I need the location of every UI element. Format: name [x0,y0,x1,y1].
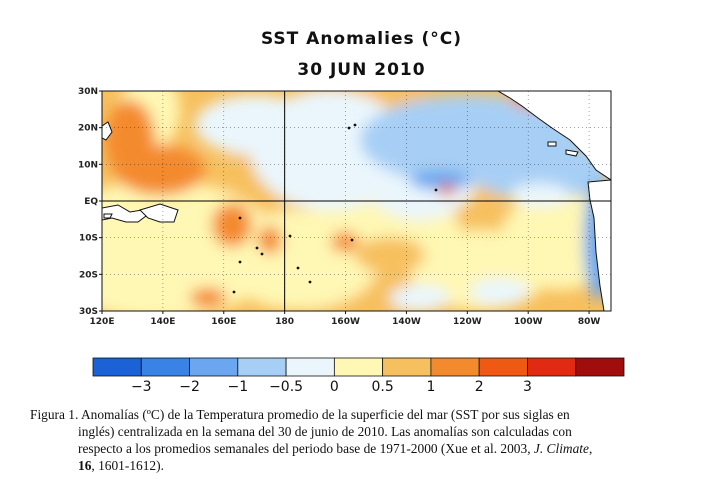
colorbar-label: 3 [523,379,532,395]
caption-line-4: 16, 1601-1612). [30,457,710,474]
colorbar-label: 0.5 [372,379,394,395]
island [288,234,292,238]
colorbar-segment [140,357,190,377]
colorbar-label: 1 [426,379,435,395]
map-date: 30 JUN 2010 [297,60,426,80]
island [308,280,312,284]
sst-anomaly-map: 30N 20N 10N EQ 10S 20S 30S 120E 140E 160E 180 160W… [78,87,625,395]
anomaly-region [195,95,315,155]
lon-label: 180 [275,317,294,327]
caption-pages: , 1601-1612). [91,458,164,473]
island [296,266,300,270]
figure-caption: Figura 1. Anomalías (ºC) de la Temperatu… [30,406,710,474]
lat-label: 30S [79,307,98,317]
colorbar-label: 0 [330,379,339,395]
island [260,252,264,256]
anomaly-region [258,226,282,254]
lon-label: 80W [578,317,601,327]
caption-line-1: Figura 1. Anomalías (ºC) de la Temperatu… [30,407,570,422]
anomaly-region [470,278,530,306]
land-mass [587,179,611,311]
lat-label: 30N [78,87,98,97]
island [347,126,351,130]
colorbar-segment [92,357,142,377]
colorbar-segment [478,357,528,377]
anomaly-region [212,203,252,247]
lon-label: 140W [392,317,421,327]
land-mass [497,91,611,181]
anomaly-region [510,183,570,207]
land-mass [103,213,113,219]
lon-label: 100W [514,317,543,327]
colorbar-label: −2 [179,379,200,395]
land-mass [102,121,113,141]
island [350,238,354,242]
map-field [102,91,611,311]
latitude-labels: 30N 20N 10N EQ 10S 20S 30S [78,87,98,317]
axis-ticks [99,90,590,314]
caption-line-3-text: respecto a los promedios semanales del p… [78,441,534,456]
colorbar-segment [382,357,432,377]
island [232,290,236,294]
colorbar-segment [575,357,625,377]
lat-label: 10S [79,234,98,244]
lat-label: 10N [78,160,98,170]
anomaly-region [500,190,611,290]
colorbar-label: −3 [131,379,152,395]
colorbar-labels: −3 −2 −1 −0.5 0 0.5 1 2 3 [131,379,532,395]
lon-label: 160W [331,317,360,327]
land-mass [139,203,179,223]
anomaly-region [390,284,450,311]
lat-label: EQ [84,197,98,207]
anomaly-region [410,170,470,190]
colorbar-segment [527,357,577,377]
colorbar-segment [237,357,287,377]
caption-volume: 16 [78,458,92,473]
lon-label: 120W [453,317,482,327]
anomaly-region [190,288,226,308]
longitude-labels: 120E 140E 160E 180 160W 140W 120W 100W 80W [90,317,601,327]
lon-label: 160E [211,317,236,327]
land-mass [102,204,147,223]
anomaly-region [115,145,205,195]
lat-label: 20N [78,124,98,134]
island [255,246,259,250]
colorbar-segment [333,357,384,377]
colorbar-label: −0.5 [269,379,303,395]
colorbar-label: 2 [475,379,484,395]
caption-separator: , [588,441,593,456]
colorbar-segment [189,357,239,377]
anomaly-region [439,184,455,196]
island [238,260,242,264]
land-mass [565,149,579,157]
lat-label: 20S [79,270,98,280]
caption-line-2: inglés) centralizada en la semana del 30… [78,424,572,439]
island [238,216,242,220]
caption-line-3: respecto a los promedios semanales del p… [30,440,710,457]
map-title: SST Anomalies (°C) [260,29,463,49]
graticule [102,91,611,311]
anomaly-region [331,232,359,252]
caption-journal: J. Climate [533,441,589,456]
lon-label: 140E [150,317,175,327]
land-mass [547,141,557,147]
island [434,188,438,192]
anomaly-region [355,237,425,273]
anomaly-field [102,91,611,311]
colorbar-label: −1 [227,379,248,395]
lon-label: 120E [90,317,115,327]
colorbar-segment [285,357,335,377]
island [353,123,357,127]
colorbar [92,357,625,377]
colorbar-segment [430,357,480,377]
land-masses [102,91,611,311]
